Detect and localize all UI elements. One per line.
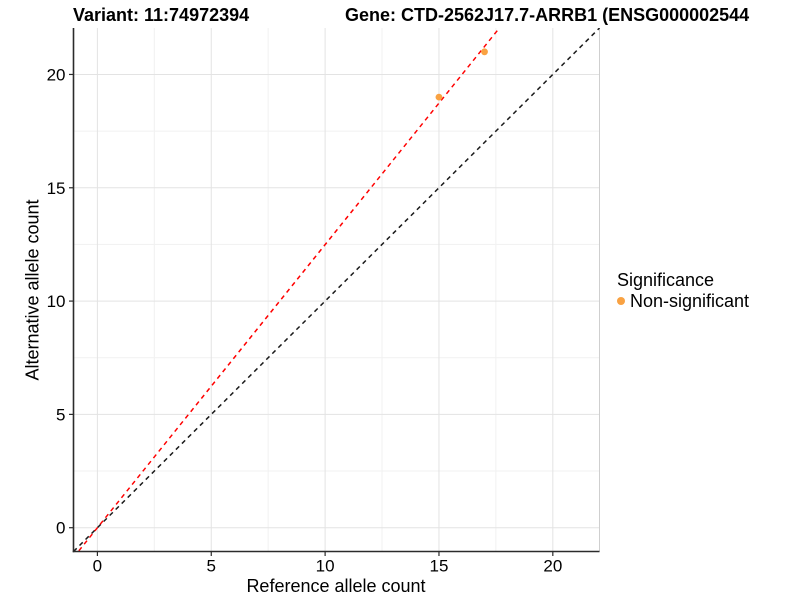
x-tick-label: 5 (207, 557, 216, 576)
x-axis-title: Reference allele count (246, 576, 426, 596)
legend-point-icon (617, 297, 625, 305)
y-axis-title: Alternative allele count (22, 199, 43, 381)
fit-line (77, 28, 501, 552)
x-tick-label: 20 (543, 557, 562, 576)
data-point (435, 93, 443, 101)
legend: Significance Non-significant (617, 270, 749, 311)
legend-title: Significance (617, 270, 715, 290)
y-tick-label: 0 (56, 519, 65, 538)
identity-line (73, 28, 601, 552)
gene-title: Gene: CTD-2562J17.7-ARRB1 (ENSG000002544 (345, 5, 750, 25)
data-point (481, 48, 488, 56)
y-tick-label: 20 (47, 65, 66, 84)
legend-item: Non-significant (617, 291, 749, 311)
x-tick-label: 0 (93, 557, 102, 576)
x-tick-label: 10 (316, 557, 335, 576)
y-tick-label: 15 (47, 179, 66, 198)
y-tick-label: 5 (56, 405, 65, 424)
y-tick-label: 10 (47, 292, 66, 311)
legend-item-label: Non-significant (630, 291, 750, 311)
variant-title: Variant: 11:74972394 (73, 5, 250, 25)
x-tick-label: 15 (430, 557, 449, 576)
